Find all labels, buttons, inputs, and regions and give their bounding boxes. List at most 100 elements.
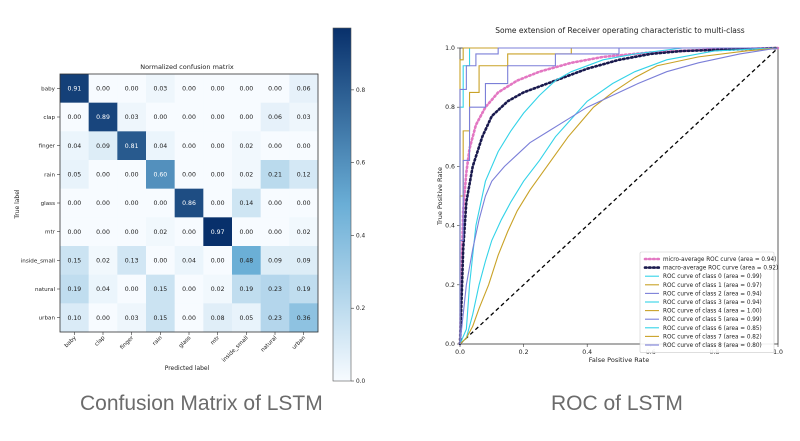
cm-cell — [232, 188, 261, 218]
cm-cell — [289, 160, 319, 189]
cm-cell — [232, 246, 261, 275]
confusion-matrix-chart: Normalized confusion matrix 0.91 0.00 0.00… — [14, 27, 366, 385]
cm-cell — [88, 217, 118, 247]
cm-cell — [203, 74, 233, 103]
cm-cell — [117, 303, 147, 333]
cm-cell — [260, 303, 290, 333]
cm-title: Normalized confusion matrix — [140, 63, 234, 71]
cm-cell-label: 0.03 — [125, 315, 139, 322]
roc-legend-label: ROC curve of class 1 (area = 0.97) — [663, 283, 762, 289]
cm-cell — [174, 217, 204, 247]
cm-cell-label: 0.00 — [125, 86, 139, 93]
cm-xtick-label: rain — [152, 335, 164, 347]
cm-cell-label: 0.00 — [96, 172, 110, 179]
cm-cell — [289, 188, 319, 218]
cm-cell-label: 0.15 — [67, 258, 81, 265]
cm-cell — [203, 131, 233, 161]
cm-cell-label: 0.09 — [268, 258, 282, 265]
cm-cell — [260, 160, 290, 189]
cm-ytick-label: clap — [43, 115, 55, 121]
cm-cell-label: 0.19 — [297, 286, 311, 293]
roc-legend-label: ROC curve of class 3 (area = 0.94) — [663, 300, 762, 306]
cm-cell — [146, 74, 175, 103]
cm-cell-label: 0.04 — [182, 258, 196, 265]
cm-ytick-label: mtr — [45, 230, 56, 236]
cm-cell-label: 0.00 — [67, 200, 81, 207]
cm-cell — [232, 303, 261, 333]
cm-cell-label: 0.06 — [297, 86, 311, 93]
roc-legend-label: ROC curve of class 7 (area = 0.82) — [663, 334, 762, 340]
cm-cell-label: 0.00 — [211, 172, 225, 179]
cm-cell-label: 0.91 — [67, 86, 81, 93]
roc-class-curve — [459, 47, 778, 344]
cm-cell — [260, 246, 290, 275]
roc-class-curve — [459, 47, 779, 345]
roc-chart: Some extension of Receiver operating cha… — [436, 26, 783, 364]
cm-xtick-label: baby — [64, 335, 79, 350]
cm-cell — [203, 160, 233, 189]
cm-cell — [174, 74, 204, 103]
cm-cell — [88, 74, 118, 103]
cm-cell — [117, 246, 147, 275]
cm-cell-label: 0.60 — [153, 172, 167, 179]
cm-cell — [60, 246, 89, 275]
cm-cell-label: 0.08 — [211, 315, 225, 322]
cm-cell-label: 0.23 — [268, 286, 282, 293]
roc-ytick-label: 0.2 — [445, 282, 455, 289]
cm-cell — [203, 246, 233, 275]
cm-cell — [88, 160, 118, 189]
cm-cell-label: 0.02 — [96, 258, 110, 265]
cm-cell-label: 0.10 — [67, 315, 81, 322]
cm-cell — [117, 274, 147, 304]
cm-cell-label: 0.00 — [153, 258, 167, 265]
cm-cell — [60, 74, 89, 103]
cm-cell — [88, 131, 118, 161]
cm-cell — [117, 74, 147, 103]
cm-cell — [203, 217, 233, 247]
cm-cell — [117, 131, 147, 161]
cm-cell-label: 0.00 — [125, 172, 139, 179]
cm-cell-label: 0.86 — [182, 200, 196, 207]
cm-cell — [232, 102, 261, 132]
cm-cell — [88, 274, 118, 304]
cm-cell — [60, 131, 89, 161]
cm-cell-label: 0.00 — [268, 229, 282, 236]
cm-cell — [289, 74, 319, 103]
roc-xtick-label: 1.0 — [773, 349, 783, 356]
cm-cell — [146, 102, 175, 132]
cm-cell — [260, 102, 290, 132]
cm-cell-label: 0.00 — [182, 229, 196, 236]
cm-cell-label: 0.00 — [96, 86, 110, 93]
cm-cell-label: 0.04 — [153, 143, 167, 150]
cm-cell-label: 0.00 — [239, 114, 253, 121]
cm-cell-label: 0.02 — [297, 229, 311, 236]
cm-cell-label: 0.00 — [182, 315, 196, 322]
roc-class-curve — [459, 47, 778, 344]
cm-xtick-label: urban — [291, 335, 307, 351]
cm-cell-label: 0.00 — [182, 286, 196, 293]
roc-legend-label: macro-average ROC curve (area = 0.92) — [663, 266, 778, 272]
colorbar-tick-label: 0.2 — [356, 306, 366, 312]
roc-ytick-label: 0.8 — [445, 104, 455, 111]
cm-cell — [60, 160, 89, 189]
cm-ytick-label: glass — [41, 201, 55, 207]
cm-cell-label: 0.00 — [297, 200, 311, 207]
cm-cell-label: 0.03 — [153, 86, 167, 93]
roc-ytick-label: 0.4 — [445, 223, 455, 230]
cm-cell-label: 0.00 — [239, 229, 253, 236]
cm-cell-label: 0.02 — [239, 143, 253, 150]
cm-cell-label: 0.97 — [211, 229, 225, 236]
cm-cell — [146, 188, 175, 218]
cm-cell-label: 0.05 — [67, 172, 81, 179]
roc-ytick-label: 1.0 — [445, 45, 455, 52]
roc-xtick-label: 0.4 — [582, 349, 592, 356]
cm-ylabel: True label — [14, 189, 21, 219]
cm-xtick-label: clap — [94, 335, 107, 348]
cm-cell — [203, 102, 233, 132]
colorbar-tick-label: 0.8 — [356, 88, 366, 94]
chance-diagonal-line — [459, 47, 779, 345]
cm-cell-label: 0.02 — [211, 286, 225, 293]
roc-ylabel: True Positive Rate — [436, 167, 444, 226]
cm-cell — [88, 303, 118, 333]
cm-cell — [146, 160, 175, 189]
